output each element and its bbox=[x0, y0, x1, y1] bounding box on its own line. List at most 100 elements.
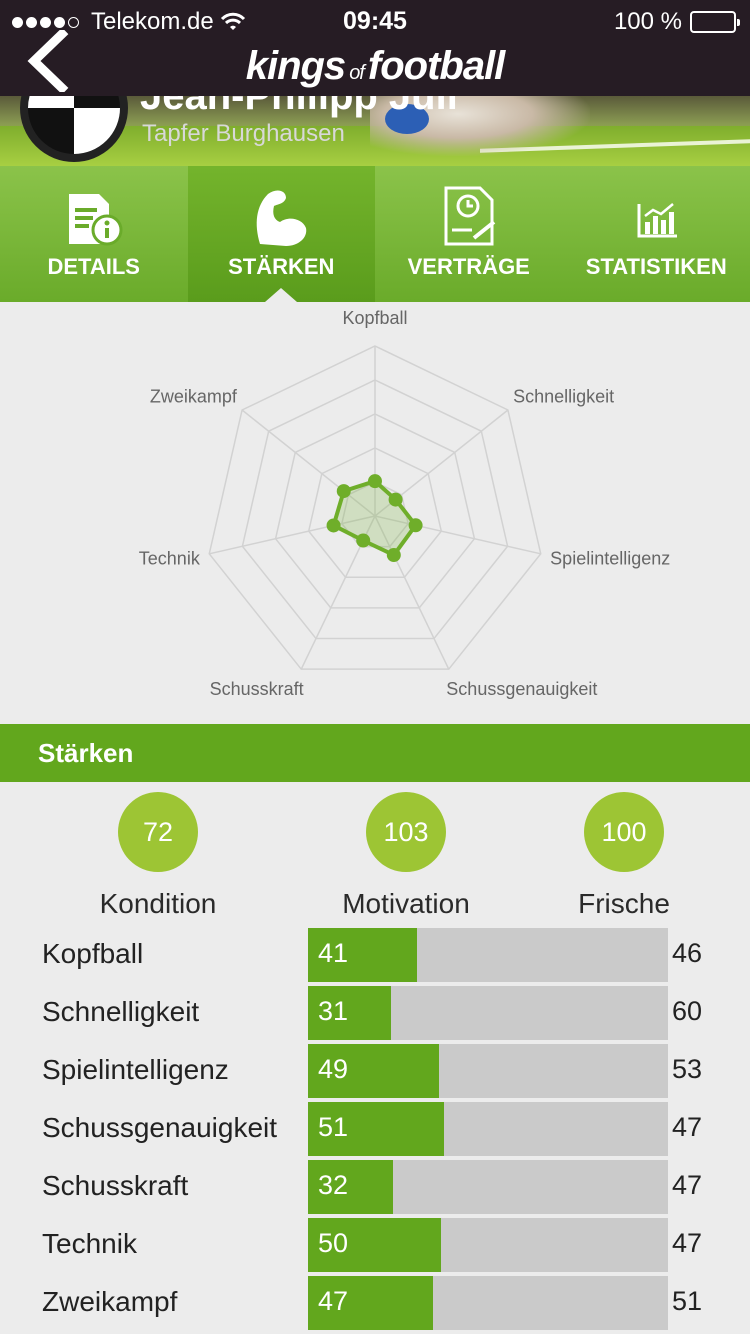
radar-axis-label-schusskraft: Schusskraft bbox=[210, 679, 304, 699]
document-info-icon bbox=[68, 194, 123, 246]
stat-motivation-value: 103 bbox=[366, 792, 446, 872]
carrier-info: Telekom.de bbox=[12, 8, 246, 36]
stat-kondition: 72 Kondition bbox=[58, 792, 258, 920]
radar-point-zweikampf bbox=[336, 484, 351, 499]
logo-kings: kings bbox=[245, 44, 346, 88]
radar-axis-label-kopfball: Kopfball bbox=[342, 308, 407, 328]
strength-row-zweikampf: Zweikampf 47 51 bbox=[0, 1276, 750, 1330]
strength-bar-track: 32 bbox=[308, 1160, 668, 1214]
radar-grid-ring bbox=[208, 345, 542, 670]
strength-radar-chart: Kopfball Schnelligkeit Spielintelligenz Sch… bbox=[0, 302, 750, 724]
strength-value: 31 bbox=[318, 996, 349, 1026]
tab-details[interactable]: DETAILS bbox=[0, 166, 188, 302]
radar-axis-line bbox=[209, 515, 376, 555]
boot-image bbox=[385, 104, 429, 134]
status-bar: Telekom.de 09:45 100 % bbox=[0, 0, 750, 40]
strength-label: Schusskraft bbox=[42, 1170, 189, 1201]
radar-grid-ring bbox=[307, 447, 443, 579]
strength-potential: 60 bbox=[672, 996, 703, 1026]
stat-kondition-label: Kondition bbox=[99, 888, 217, 919]
stat-motivation: 103 Motivation bbox=[306, 792, 506, 920]
strength-row-schnelligkeit: Schnelligkeit 31 60 bbox=[0, 986, 750, 1040]
wifi-icon bbox=[220, 12, 245, 30]
strength-label: Zweikampf bbox=[42, 1286, 178, 1317]
stat-frische: 100 Frische bbox=[524, 792, 724, 920]
player-team: Tapfer Burghausen bbox=[142, 120, 345, 147]
strength-bar-track: 51 bbox=[308, 1102, 668, 1156]
battery-percent: 100 % bbox=[613, 8, 682, 35]
carrier-name: Telekom.de bbox=[91, 8, 214, 35]
tab-details-label: DETAILS bbox=[47, 254, 140, 279]
summary-stats: 72 Kondition 103 Motivation 100 Frische bbox=[0, 782, 750, 926]
logo-of: of bbox=[349, 62, 365, 84]
strength-potential: 47 bbox=[672, 1228, 703, 1258]
strength-value: 41 bbox=[318, 938, 349, 968]
strength-bar-track: 31 bbox=[308, 986, 668, 1040]
radar-point-spielintelligenz bbox=[408, 518, 423, 533]
strength-bar-track: 47 bbox=[308, 1276, 668, 1330]
section-title: Stärken bbox=[0, 724, 750, 782]
strength-bar-fill bbox=[308, 1044, 439, 1098]
strength-bar-track: 41 bbox=[308, 928, 668, 982]
stat-kondition-value: 72 bbox=[118, 792, 198, 872]
radar-axis-line bbox=[374, 515, 541, 555]
strength-label: Schussgenauigkeit bbox=[42, 1112, 278, 1143]
strength-potential: 46 bbox=[672, 938, 703, 968]
strength-value: 49 bbox=[318, 1054, 349, 1084]
strength-label: Spielintelligenz bbox=[42, 1054, 229, 1085]
back-arrow-icon[interactable] bbox=[24, 30, 72, 92]
strength-bar-fill bbox=[308, 928, 418, 982]
app-logo: kings of football bbox=[0, 44, 750, 89]
strength-potential: 47 bbox=[672, 1170, 703, 1200]
top-bar: Telekom.de 09:45 100 % kings of football bbox=[0, 0, 750, 96]
radar-point-kopfball bbox=[368, 474, 382, 489]
strength-row-schussgenauigkeit: Schussgenauigkeit 51 47 bbox=[0, 1102, 750, 1156]
stat-frische-label: Frische bbox=[578, 888, 670, 919]
bar-chart-icon bbox=[637, 203, 678, 238]
radar-svg: Kopfball Schnelligkeit Spielintelligenz Sch… bbox=[139, 308, 670, 699]
clock: 09:45 bbox=[343, 7, 407, 35]
strength-potential: 51 bbox=[672, 1286, 703, 1316]
radar-point-technik bbox=[326, 518, 341, 533]
player-header: Jean-Philipp Juli Tapfer Burghausen bbox=[0, 96, 750, 166]
radar-axis-line bbox=[241, 409, 376, 517]
strength-bar-fill bbox=[308, 1218, 442, 1272]
strength-label: Schnelligkeit bbox=[42, 996, 200, 1027]
tab-staerken[interactable]: STÄRKEN bbox=[187, 166, 375, 302]
stat-frische-value: 100 bbox=[584, 792, 664, 872]
tab-vertraege-label: VERTRÄGE bbox=[407, 254, 530, 279]
radar-grid-ring bbox=[274, 413, 476, 609]
battery-icon bbox=[690, 11, 740, 33]
strength-label: Technik bbox=[42, 1228, 137, 1259]
player-name: Jean-Philipp Juli bbox=[140, 96, 458, 118]
contract-icon bbox=[444, 186, 495, 246]
strength-row-technik: Technik 50 47 bbox=[0, 1218, 750, 1272]
tab-staerken-label: STÄRKEN bbox=[228, 254, 335, 279]
radar-point-schussgenauigkeit bbox=[386, 548, 401, 563]
strength-value: 50 bbox=[318, 1228, 349, 1258]
strength-bar-fill bbox=[308, 1102, 444, 1156]
biceps-icon bbox=[256, 190, 307, 246]
radar-axis-label-zweikampf: Zweikampf bbox=[150, 386, 238, 406]
tab-vertraege[interactable]: VERTRÄGE bbox=[375, 166, 563, 302]
strength-bar-fill bbox=[308, 1160, 394, 1214]
strength-value: 51 bbox=[318, 1112, 349, 1142]
logo-football: football bbox=[367, 44, 505, 88]
signal-strength-icon bbox=[12, 16, 79, 28]
radar-point-schnelligkeit bbox=[388, 492, 403, 507]
strength-row-spielintelligenz: Spielintelligenz 49 53 bbox=[0, 1044, 750, 1098]
strength-potential: 47 bbox=[672, 1112, 703, 1142]
strength-bar-track: 49 bbox=[308, 1044, 668, 1098]
strength-row-kopfball: Kopfball 41 46 bbox=[0, 928, 750, 982]
tab-statistiken[interactable]: STATISTIKEN bbox=[563, 166, 750, 302]
battery-status: 100 % bbox=[613, 8, 740, 36]
radar-point-schusskraft bbox=[356, 533, 371, 548]
radar-axis-label-schnelligkeit: Schnelligkeit bbox=[513, 386, 614, 406]
strength-row-schusskraft: Schusskraft 32 47 bbox=[0, 1160, 750, 1214]
tab-statistiken-label: STATISTIKEN bbox=[585, 254, 727, 279]
radar-axis-label-spielintelligenz: Spielintelligenz bbox=[550, 549, 670, 569]
strength-potential: 53 bbox=[672, 1054, 703, 1084]
radar-axis-line bbox=[374, 515, 450, 670]
strength-bar-track: 50 bbox=[308, 1218, 668, 1272]
